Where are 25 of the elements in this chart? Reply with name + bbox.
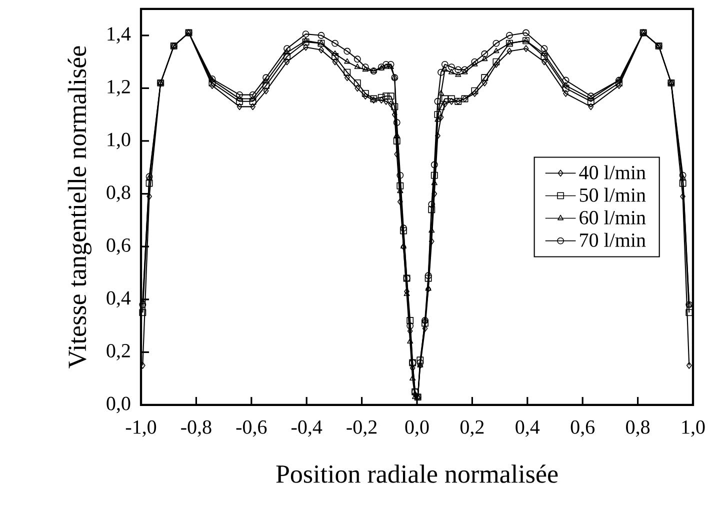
y-tick-label: 0,6 (106, 238, 130, 255)
legend-label: 40 l/min (579, 165, 646, 180)
x-tick-label: 0,8 (626, 420, 650, 437)
y-tick-label: 1,2 (108, 80, 130, 96)
x-axis-title: Position radiale normalisée (276, 464, 558, 483)
x-tick-label: 0,4 (516, 420, 540, 437)
y-tick-label: 1,0 (108, 132, 130, 150)
y-tick-label: 0,0 (106, 396, 130, 414)
y-tick-label: 0,8 (106, 186, 130, 202)
x-tick-label: 0,2 (460, 420, 484, 437)
x-tick-label: 0,0 (405, 420, 429, 437)
y-tick-label: 1,4 (108, 27, 131, 44)
y-tick-label: 0,4 (106, 291, 131, 308)
y-tick-label: 0,2 (106, 344, 130, 360)
legend-label: 60 l/min (580, 210, 646, 224)
y-axis-title: Vitesse tangentielle normalisée (68, 46, 92, 368)
legend-label: 50 l/min (580, 188, 646, 202)
legend-label: 70 l/min (580, 232, 646, 247)
x-tick-label: 0,6 (570, 420, 595, 437)
x-tick-label: -0,4 (292, 420, 322, 437)
x-tick-label: -0,6 (236, 420, 267, 437)
x-tick-label: -0,8 (181, 420, 212, 437)
x-tick-label: -0,2 (346, 420, 377, 437)
x-tick-label: -1,0 (126, 420, 156, 437)
x-tick-label: 1,0 (682, 420, 705, 437)
